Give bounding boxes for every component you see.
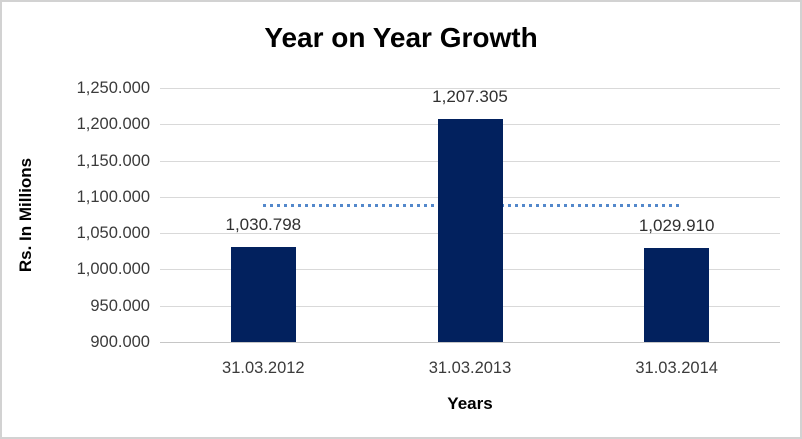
y-tick-label: 1,050.000: [76, 224, 150, 243]
gridline: [160, 88, 780, 89]
gridline: [160, 342, 780, 343]
y-tick-label: 1,000.000: [76, 260, 150, 279]
y-tick-label: 1,100.000: [76, 187, 150, 206]
chart-title: Year on Year Growth: [264, 22, 538, 53]
y-tick-label: 900.000: [90, 333, 150, 351]
y-tick-label: 1,250.000: [76, 79, 150, 97]
bar: [230, 247, 296, 342]
y-tick-label: 1,150.000: [76, 151, 150, 170]
bar: [437, 118, 503, 342]
bar-data-label: 1,029.910: [638, 215, 715, 235]
x-tick-label: 31.03.2014: [635, 359, 718, 377]
y-tick-label: 1,200.000: [76, 115, 150, 134]
y-tick-label: 950.000: [90, 296, 150, 315]
x-tick-label: 31.03.2012: [222, 359, 305, 377]
y-axis-title: Rs. In Millions: [16, 157, 35, 273]
bar: [644, 247, 710, 342]
plot-area: 1,030.798 1,207.305 1,029.910: [160, 86, 780, 343]
x-tick-label: 31.03.2013: [428, 359, 512, 377]
bar-data-label: 1,030.798: [225, 215, 302, 235]
x-axis-title: Years: [447, 394, 493, 413]
bar-data-label: 1,207.305: [432, 86, 508, 106]
